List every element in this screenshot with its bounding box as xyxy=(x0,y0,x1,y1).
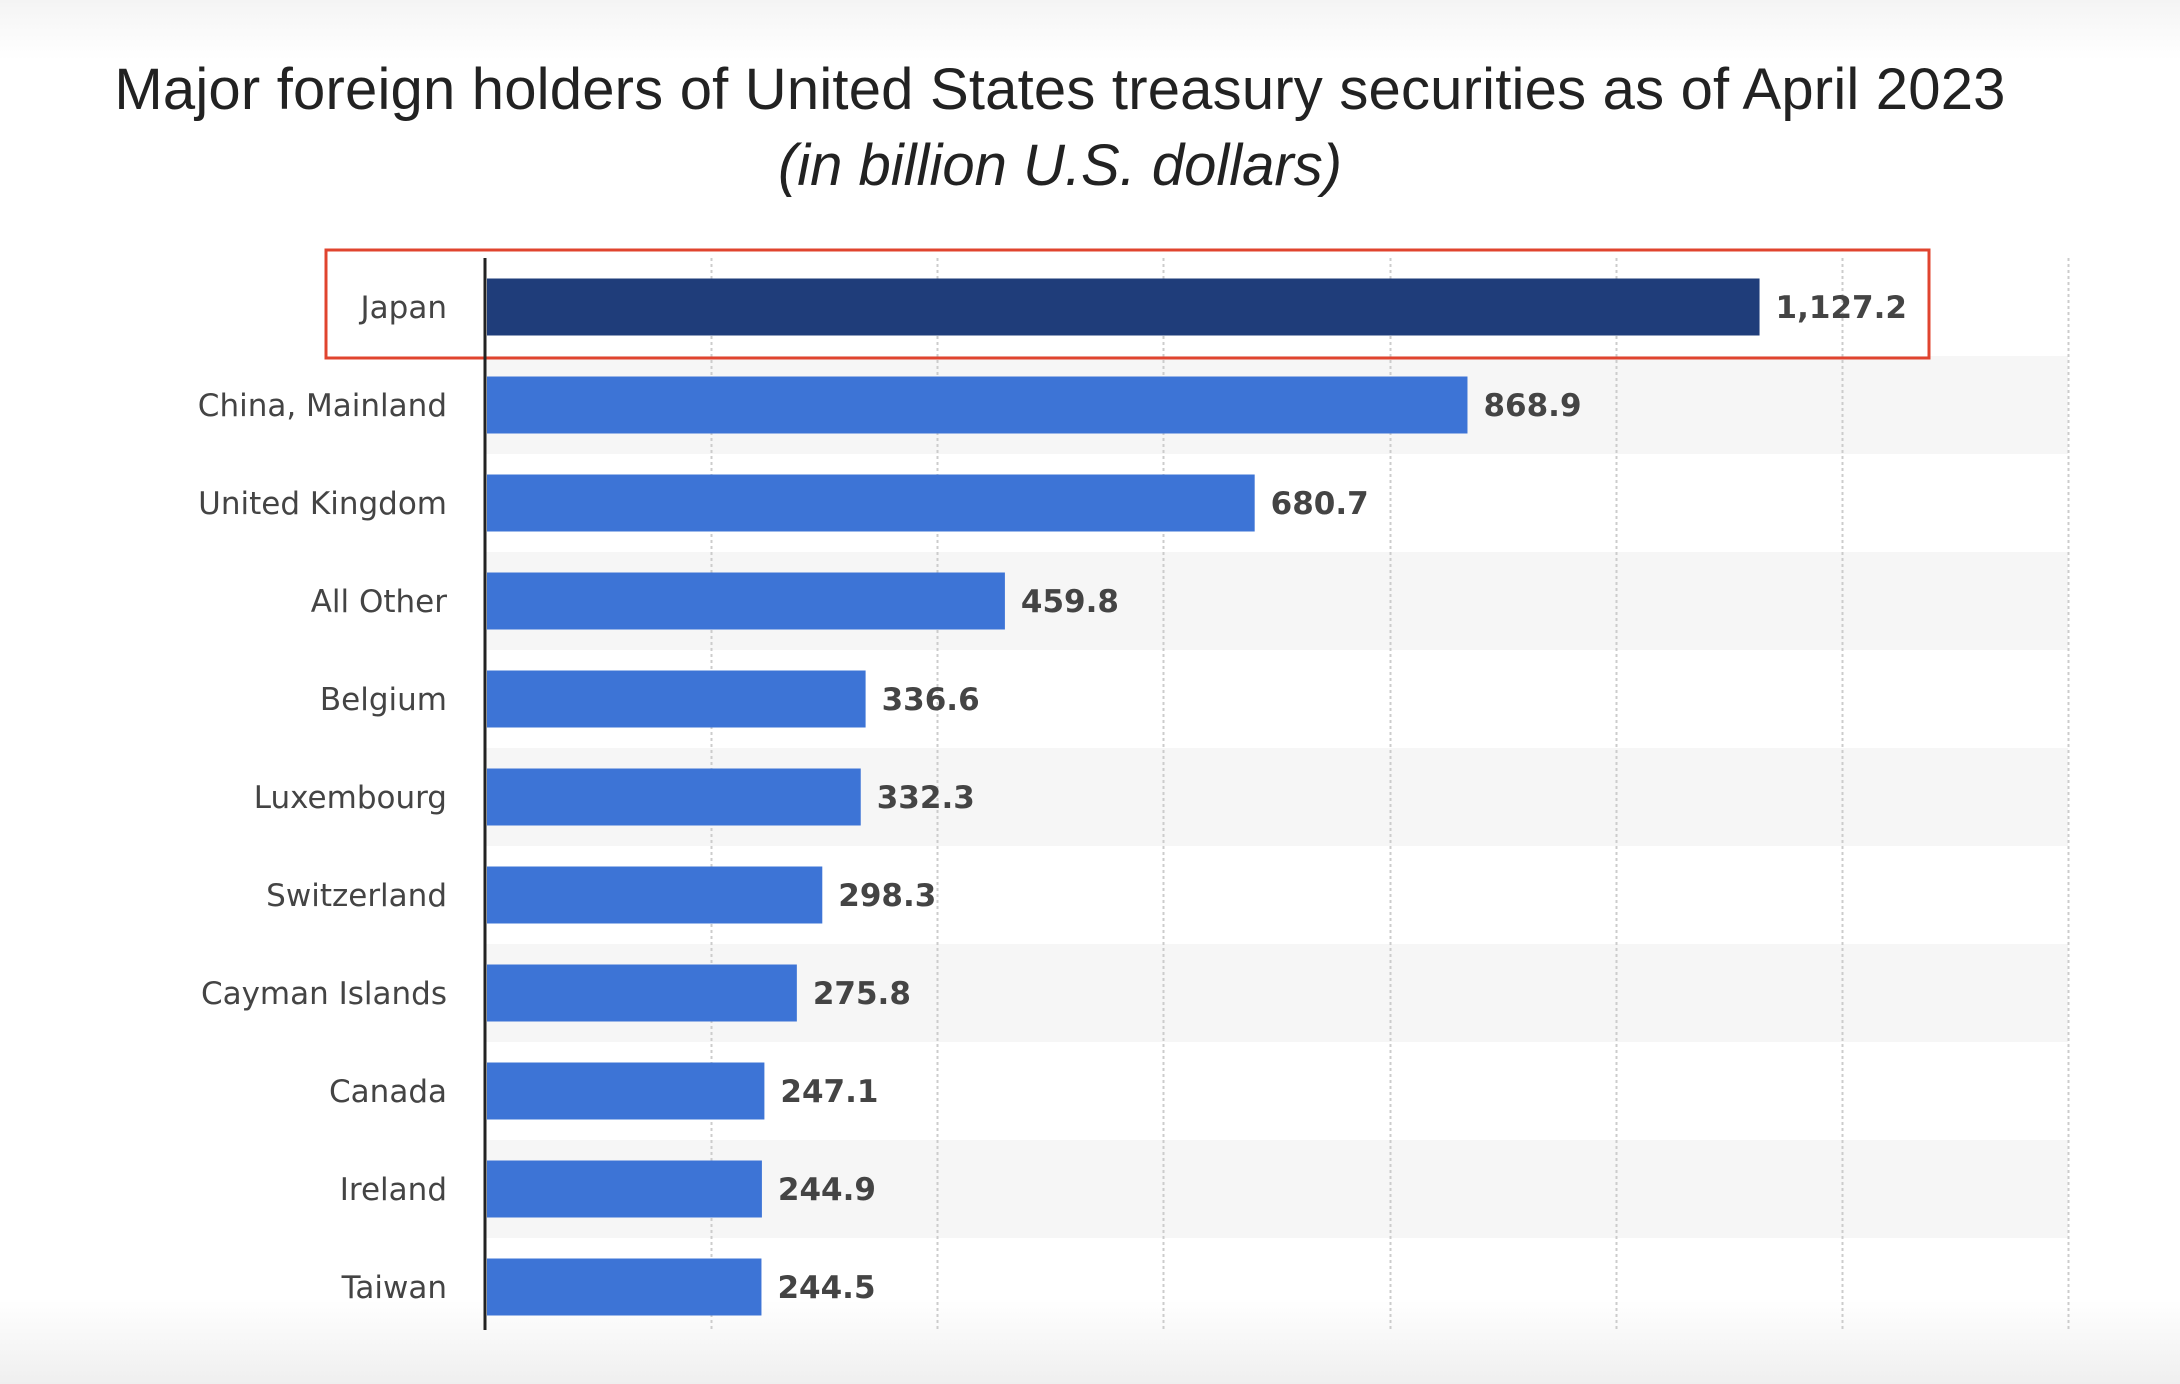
category-label: Ireland xyxy=(340,1172,447,1208)
value-label: 336.6 xyxy=(882,682,980,718)
category-label: China, Mainland xyxy=(198,388,447,424)
category-label: All Other xyxy=(311,584,448,620)
bar-belgium xyxy=(487,670,866,728)
category-label: United Kingdom xyxy=(198,486,447,522)
bar-ireland xyxy=(487,1160,762,1218)
chart-title: Major foreign holders of United States t… xyxy=(114,57,2006,122)
bar-all-other xyxy=(487,572,1005,630)
highlight-box xyxy=(324,248,1931,360)
category-label: Switzerland xyxy=(266,878,447,914)
category-label: Taiwan xyxy=(341,1270,447,1306)
category-label: Japan xyxy=(359,290,447,326)
value-label: 1,127.2 xyxy=(1776,290,1907,326)
bar-china-mainland xyxy=(487,376,1468,434)
chart-title-block: Major foreign holders of United States t… xyxy=(0,52,2120,204)
bar-canada xyxy=(487,1062,765,1120)
bar-cayman-islands xyxy=(487,964,797,1022)
category-label: Luxembourg xyxy=(254,780,447,816)
bar-united-kingdom xyxy=(487,474,1255,532)
bar-switzerland xyxy=(487,866,823,924)
value-label: 275.8 xyxy=(813,976,911,1012)
value-label: 298.3 xyxy=(838,878,936,914)
category-label: Canada xyxy=(329,1074,447,1110)
value-label: 247.1 xyxy=(780,1074,878,1110)
value-label: 868.9 xyxy=(1483,388,1581,424)
bar-luxembourg xyxy=(487,768,861,826)
category-label: Belgium xyxy=(320,682,447,718)
value-label: 244.9 xyxy=(778,1172,876,1208)
value-label: 680.7 xyxy=(1271,486,1369,522)
chart-subtitle: (in billion U.S. dollars) xyxy=(777,133,1343,198)
value-label: 332.3 xyxy=(877,780,975,816)
value-label: 244.5 xyxy=(777,1270,875,1306)
bar-japan xyxy=(487,278,1760,336)
bar-taiwan xyxy=(487,1258,762,1316)
value-label: 459.8 xyxy=(1021,584,1119,620)
category-label: Cayman Islands xyxy=(201,976,447,1012)
